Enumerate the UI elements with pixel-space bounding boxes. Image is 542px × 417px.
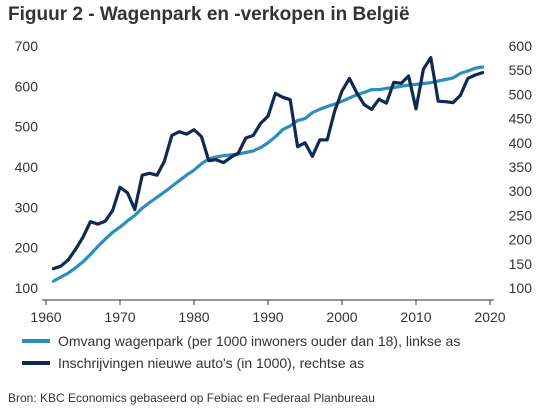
- x-tick-label: 2010: [400, 309, 431, 325]
- left-tick-label: 500: [15, 119, 39, 135]
- right-tick-label: 450: [509, 111, 533, 127]
- left-tick-label: 400: [15, 159, 39, 175]
- left-tick-label: 700: [15, 38, 39, 54]
- x-tick-label: 1980: [178, 309, 209, 325]
- left-tick-label: 100: [15, 280, 39, 296]
- legend-swatch-fleet: [22, 339, 50, 344]
- legend-entry-fleet: Omvang wagenpark (per 1000 inwoners oude…: [22, 333, 460, 349]
- legend-entry-registrations: Inschrijvingen nieuwe auto's (in 1000), …: [22, 355, 364, 371]
- chart-svg: 100 200 300 400 500 600 700 100 150 200 250 300 350…: [15, 38, 533, 325]
- right-tick-label: 100: [509, 280, 533, 296]
- right-tick-label: 200: [509, 232, 533, 248]
- right-tick-label: 600: [509, 38, 533, 54]
- chart-title: Figuur 2 - Wagenpark en -verkopen in Bel…: [8, 4, 410, 25]
- x-tick-label: 1960: [30, 309, 61, 325]
- left-tick-label: 300: [15, 199, 39, 215]
- right-tick-label: 150: [509, 256, 533, 272]
- right-tick-label: 350: [509, 159, 533, 175]
- x-tick-label: 1990: [252, 309, 283, 325]
- legend-swatch-registrations: [22, 361, 50, 366]
- x-axis-ticks: 1960 1970 1980 1990 2000 2010 2020: [30, 300, 506, 325]
- right-tick-label: 550: [509, 62, 533, 78]
- right-tick-label: 300: [509, 183, 533, 199]
- right-tick-label: 250: [509, 207, 533, 223]
- left-tick-label: 600: [15, 78, 39, 94]
- right-tick-label: 400: [509, 135, 533, 151]
- series-line-registrations: [51, 55, 485, 271]
- x-tick-label: 2020: [474, 309, 505, 325]
- legend-label-fleet: Omvang wagenpark (per 1000 inwoners oude…: [58, 333, 461, 349]
- left-tick-label: 200: [15, 240, 39, 256]
- right-tick-label: 500: [509, 86, 533, 102]
- source-note: Bron: KBC Economics gebaseerd op Febiac …: [8, 391, 375, 405]
- legend-label-registrations: Inschrijvingen nieuwe auto's (in 1000), …: [58, 355, 365, 371]
- right-axis-ticks: 100 150 200 250 300 350 400 450 500 550 600: [509, 38, 533, 296]
- left-axis-ticks: 100 200 300 400 500 600 700: [15, 38, 39, 296]
- x-tick-label: 2000: [326, 309, 357, 325]
- x-tick-label: 1970: [104, 309, 135, 325]
- series-layer: [51, 55, 485, 283]
